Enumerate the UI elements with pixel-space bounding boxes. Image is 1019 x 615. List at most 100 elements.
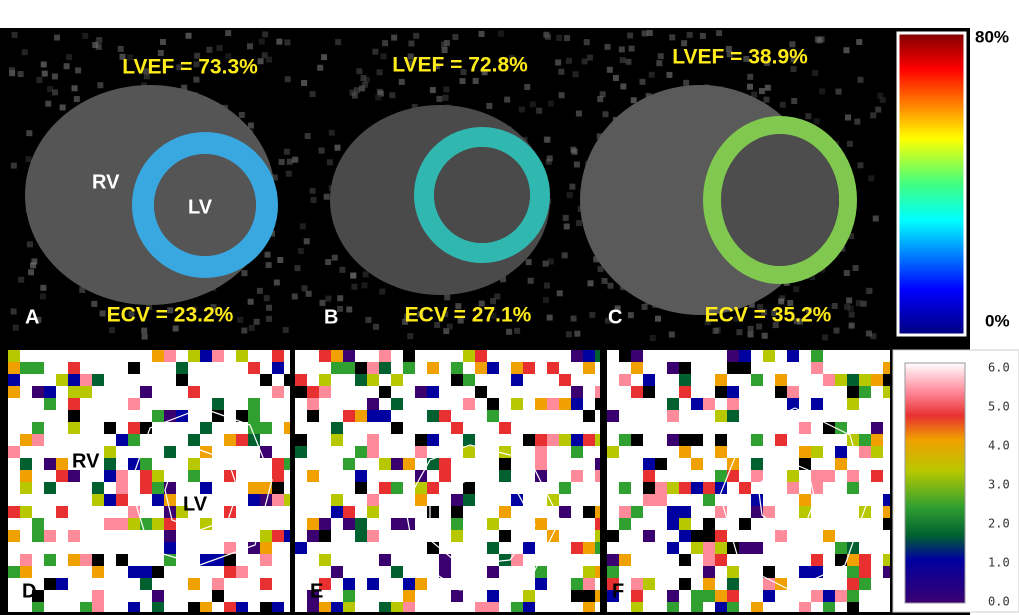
map-pixel <box>152 602 164 612</box>
map-pixel <box>727 458 739 470</box>
texture-pixel <box>375 94 381 100</box>
texture-pixel <box>82 33 88 39</box>
scale-label: 6.0 <box>988 361 1010 375</box>
map-pixel <box>164 446 176 458</box>
map-pixel <box>272 530 284 542</box>
map-pixel <box>751 554 763 566</box>
pixel-maps <box>8 350 890 612</box>
map-pixel <box>188 386 200 398</box>
texture-pixel <box>391 35 397 41</box>
map-pixel <box>355 362 367 374</box>
texture-pixel <box>241 328 247 334</box>
map-pixel <box>571 590 583 602</box>
texture-pixel <box>399 79 405 85</box>
map-pixel <box>619 386 631 398</box>
map-pixel <box>331 398 343 410</box>
map-pixel <box>715 446 727 458</box>
texture-pixel <box>142 334 148 340</box>
texture-pixel <box>649 72 655 78</box>
texture-pixel <box>327 159 333 165</box>
map-pixel <box>116 518 128 530</box>
map-pixel <box>727 398 739 410</box>
map-pixel <box>32 386 44 398</box>
map-pixel <box>583 410 595 422</box>
map-pixel <box>691 590 703 602</box>
texture-pixel <box>555 59 561 65</box>
map-pixel <box>823 542 835 554</box>
map-pixel <box>835 374 847 386</box>
map-pixel <box>343 578 355 590</box>
texture-pixel <box>249 325 255 331</box>
map-pixel <box>8 350 20 362</box>
map-pixel <box>403 362 415 374</box>
map-pixel <box>847 386 859 398</box>
map-pixel <box>859 566 871 578</box>
map-pixel <box>511 602 523 612</box>
texture-pixel <box>857 77 863 83</box>
map-pixel <box>451 602 463 612</box>
texture-pixel <box>285 76 291 82</box>
map-pixel <box>871 566 883 578</box>
map-pixel <box>499 422 511 434</box>
texture-pixel <box>287 159 293 165</box>
map-pixel <box>631 578 643 590</box>
map-pixel <box>463 374 475 386</box>
texture-pixel <box>639 79 645 85</box>
map-pixel <box>559 386 571 398</box>
map-pixel <box>559 554 571 566</box>
map-pixel <box>475 362 487 374</box>
map-pixel <box>56 362 68 374</box>
map-pixel <box>835 446 847 458</box>
texture-pixel <box>13 325 19 331</box>
map-pixel <box>727 590 739 602</box>
map-pixel <box>355 530 367 542</box>
map-pixel <box>763 506 775 518</box>
map-pixel <box>415 602 427 612</box>
map-pixel <box>116 470 128 482</box>
map-pixel <box>847 602 859 612</box>
map-pixel <box>451 362 463 374</box>
texture-pixel <box>642 30 648 36</box>
texture-pixel <box>559 92 565 98</box>
texture-pixel <box>66 54 72 60</box>
texture-pixel <box>31 258 37 264</box>
map-pixel <box>607 566 619 578</box>
texture-pixel <box>443 95 449 101</box>
map-pixel <box>92 374 104 386</box>
map-pixel <box>739 374 751 386</box>
map-pixel <box>319 542 331 554</box>
map-pixel <box>499 470 511 482</box>
texture-pixel <box>873 215 879 221</box>
figure: LVEF = 73.3% ECV = 23.2% A RV LV LVEF = … <box>0 0 1019 615</box>
map-pixel <box>703 398 715 410</box>
map-pixel <box>811 446 823 458</box>
texture-pixel <box>571 316 577 322</box>
map-pixel <box>343 602 355 612</box>
texture-pixel <box>443 87 449 93</box>
map-pixel <box>104 494 116 506</box>
texture-pixel <box>573 71 579 77</box>
map-pixel <box>80 374 92 386</box>
map-pixel <box>679 386 691 398</box>
map-pixel <box>319 350 331 362</box>
texture-pixel <box>608 283 614 289</box>
texture-pixel <box>812 70 818 76</box>
map-pixel <box>859 422 871 434</box>
texture-pixel <box>247 43 253 49</box>
map-pixel <box>224 446 236 458</box>
map-pixel <box>715 566 727 578</box>
texture-pixel <box>747 84 753 90</box>
panel-letter: D <box>22 580 36 602</box>
map-pixel <box>116 494 128 506</box>
map-pixel <box>763 446 775 458</box>
map-pixel <box>643 494 655 506</box>
map-pixel <box>631 590 643 602</box>
texture-pixel <box>849 323 855 329</box>
scale-label: 2.0 <box>988 517 1010 531</box>
map-pixel <box>631 422 643 434</box>
map-pixel <box>427 530 439 542</box>
map-pixel <box>559 434 571 446</box>
map-pixel <box>535 566 547 578</box>
map-pixel <box>260 554 272 566</box>
texture-pixel <box>736 329 742 335</box>
